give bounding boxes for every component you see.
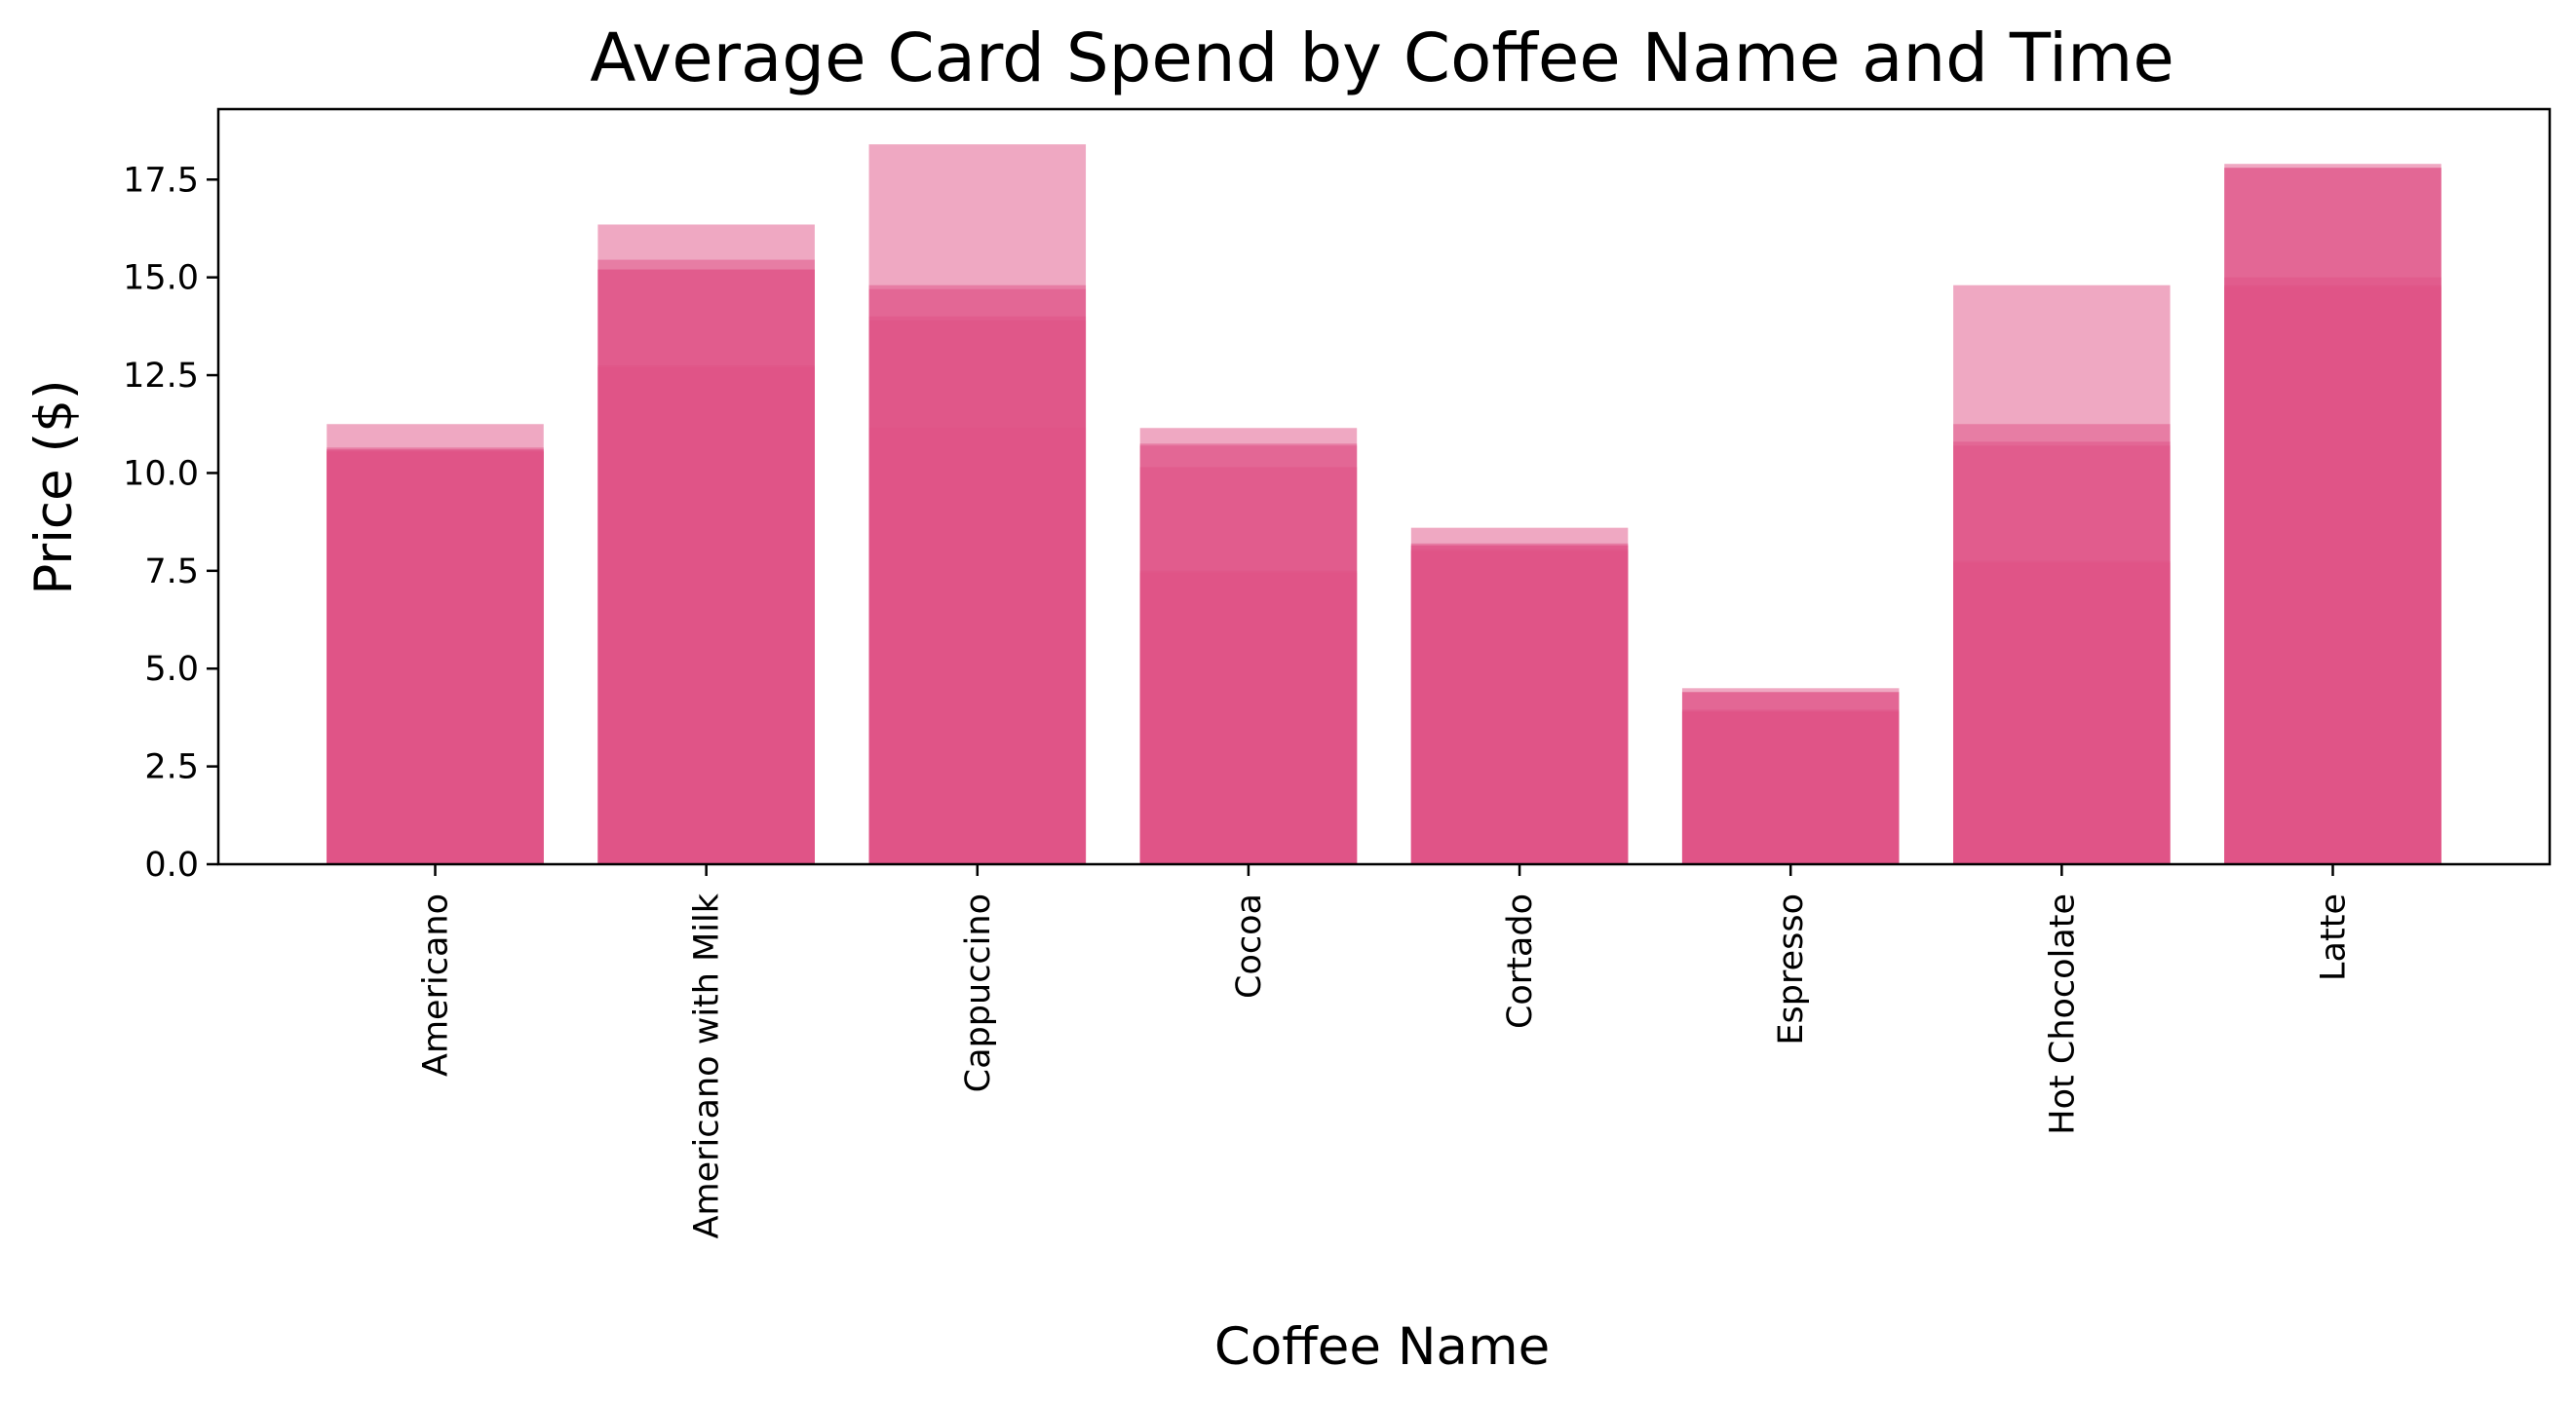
y-tick-label: 0.0	[144, 846, 199, 885]
x-tick-label: Cappuccino	[959, 893, 998, 1092]
x-tick-label: Espresso	[1772, 893, 1811, 1045]
y-axis-label: Price ($)	[24, 379, 84, 594]
bar-cortado-layer-6	[1410, 551, 1629, 864]
x-tick-label: Americano with Milk	[688, 892, 727, 1238]
bar-hot-chocolate-layer-6	[1953, 562, 2171, 864]
y-tick-label: 17.5	[123, 161, 199, 200]
y-tick-label: 5.0	[144, 650, 199, 689]
y-tick-label: 15.0	[123, 259, 199, 298]
y-tick-label: 10.0	[123, 454, 199, 493]
bar-americano-with-milk-layer-6	[597, 367, 815, 864]
bar-cocoa-layer-6	[1139, 572, 1358, 864]
x-tick-label: Cocoa	[1230, 893, 1269, 999]
y-tick-label: 2.5	[144, 748, 199, 787]
chart-title: Average Card Spend by Coffee Name and Ti…	[590, 19, 2174, 97]
bars-group	[327, 144, 2441, 865]
bar-cappuccino-layer-6	[868, 428, 1087, 864]
bar-espresso-layer-6	[1681, 711, 1900, 864]
bar-latte-layer-6	[2224, 286, 2441, 864]
y-tick-label: 12.5	[123, 357, 199, 396]
bar-americano-layer-6	[327, 451, 544, 864]
x-tick-label: Latte	[2314, 893, 2353, 981]
x-axis: Americano Americano with Milk Cappuccino Co…	[417, 864, 2353, 1238]
x-tick-label: Americano	[417, 893, 456, 1077]
plot-frame	[216, 107, 2552, 866]
x-tick-label: Hot Chocolate	[2043, 893, 2082, 1135]
x-tick-label: Cortado	[1501, 893, 1540, 1029]
y-tick-label: 7.5	[144, 552, 199, 591]
x-axis-label: Coffee Name	[1214, 1317, 1550, 1377]
y-axis: 0.0 2.5 5.0 7.5 10.0 12.5 15.0 17.5	[123, 161, 218, 885]
